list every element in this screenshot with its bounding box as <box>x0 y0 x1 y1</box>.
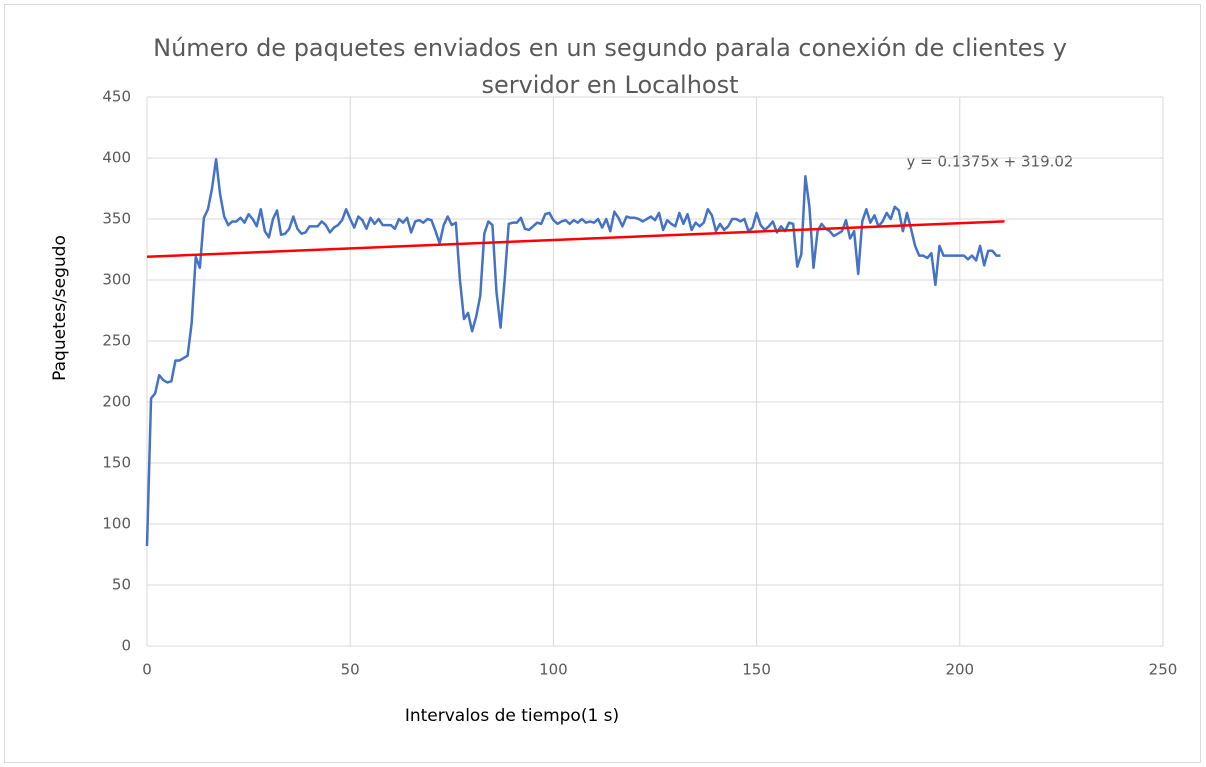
trendline-equation: y = 0.1375x + 319.02 <box>907 153 1074 171</box>
y-tick-label: 50 <box>112 576 131 594</box>
y-tick-label: 0 <box>121 637 131 655</box>
y-tick-label: 100 <box>102 515 131 533</box>
y-axis-title: Paquetes/segudo <box>50 235 70 381</box>
x-tick-label: 100 <box>539 661 568 679</box>
chart-title: servidor en Localhost <box>481 71 738 99</box>
chart-title: Número de paquetes enviados en un segund… <box>153 34 1067 62</box>
x-tick-label: 250 <box>1149 661 1178 679</box>
y-tick-label: 250 <box>102 332 131 350</box>
x-tick-label: 0 <box>142 661 152 679</box>
data-line <box>145 157 1001 546</box>
y-tick-label: 200 <box>102 393 131 411</box>
x-tick-label: 150 <box>742 661 771 679</box>
trendline <box>146 220 1005 259</box>
y-tick-label: 350 <box>102 210 131 228</box>
chart-frame <box>4 4 1201 763</box>
y-tick-label: 450 <box>102 88 131 106</box>
x-axis-title: Intervalos de tiempo(1 s) <box>405 706 619 726</box>
x-tick-label: 200 <box>945 661 974 679</box>
y-tick-label: 400 <box>102 149 131 167</box>
y-tick-label: 300 <box>102 271 131 289</box>
y-tick-label: 150 <box>102 454 131 472</box>
x-tick-label: 50 <box>341 661 360 679</box>
